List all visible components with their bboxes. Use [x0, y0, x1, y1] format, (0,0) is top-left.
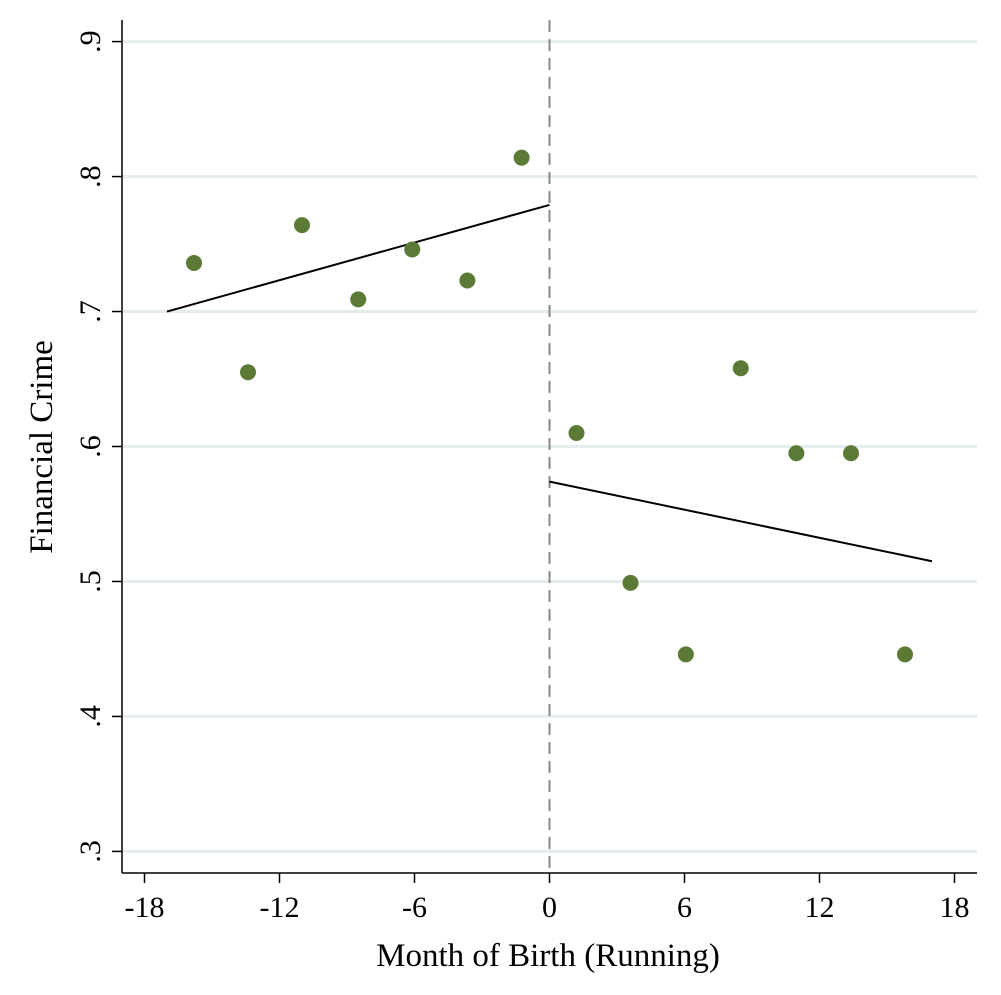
x-tick-label: 18: [940, 891, 970, 924]
data-point: [404, 241, 421, 258]
x-tick-label: 6: [677, 891, 692, 924]
y-tick-label: .9: [74, 30, 107, 53]
x-tick-label: -12: [260, 891, 300, 924]
data-point: [568, 425, 585, 442]
data-point: [897, 646, 913, 663]
y-tick-label: .4: [74, 705, 107, 728]
y-tick-label: .7: [74, 300, 107, 323]
x-tick-label: -18: [125, 891, 165, 924]
data-point: [294, 217, 310, 234]
x-tick-label: 12: [805, 891, 835, 924]
y-tick-label: .3: [74, 840, 107, 863]
data-point: [459, 272, 476, 289]
y-tick-label: .5: [74, 570, 107, 593]
fit-line: [166, 203, 550, 313]
data-point: [622, 574, 639, 591]
data-point: [186, 254, 202, 271]
data-point: [843, 445, 859, 462]
fit-line: [549, 480, 933, 563]
data-point: [513, 149, 530, 166]
data-point: [677, 646, 694, 663]
y-tick-label: .8: [74, 165, 107, 188]
data-point: [240, 364, 256, 381]
y-axis-title: Financial Crime: [24, 340, 60, 554]
data-point: [732, 360, 749, 377]
x-tick-label: -6: [402, 891, 427, 924]
data-point: [788, 445, 805, 462]
y-tick-label: .6: [74, 435, 107, 458]
x-axis-title: Month of Birth (Running): [376, 938, 720, 974]
data-point: [350, 291, 367, 308]
x-tick-label: 0: [542, 891, 557, 924]
